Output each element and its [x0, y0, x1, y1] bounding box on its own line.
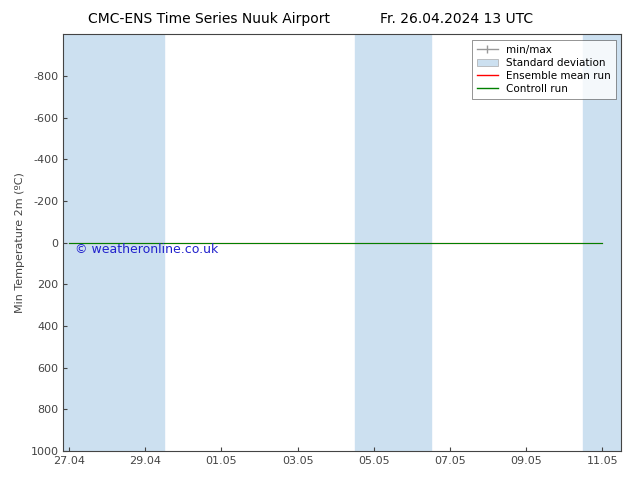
Bar	[63, 34, 126, 451]
Y-axis label: Min Temperature 2m (ºC): Min Temperature 2m (ºC)	[15, 172, 25, 313]
Text: Fr. 26.04.2024 13 UTC: Fr. 26.04.2024 13 UTC	[380, 12, 533, 26]
Bar	[355, 34, 431, 451]
Text: © weatheronline.co.uk: © weatheronline.co.uk	[75, 243, 218, 256]
Text: CMC-ENS Time Series Nuuk Airport: CMC-ENS Time Series Nuuk Airport	[88, 12, 330, 26]
Legend: min/max, Standard deviation, Ensemble mean run, Controll run: min/max, Standard deviation, Ensemble me…	[472, 40, 616, 99]
Bar	[126, 34, 164, 451]
Bar	[583, 34, 621, 451]
